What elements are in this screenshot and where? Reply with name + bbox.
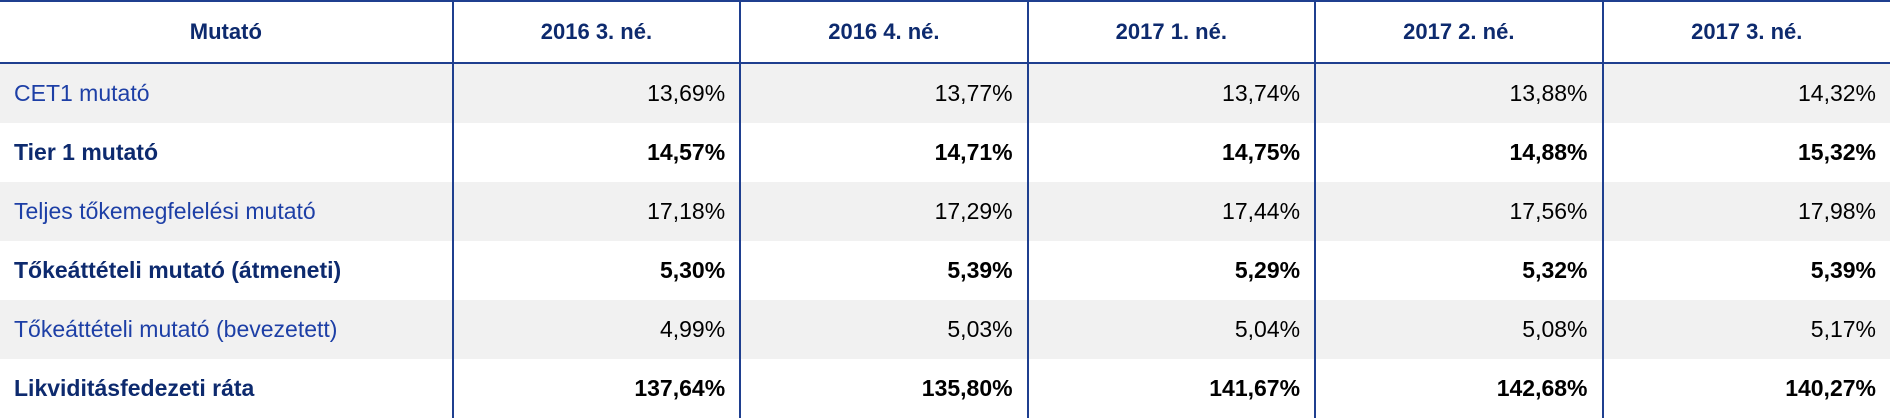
value-cell: 13,74% [1026,63,1316,123]
value-cell: 5,39% [739,241,1028,300]
row-label: Tőkeáttételi mutató (átmeneti) [14,257,342,283]
table-row: CET1 mutató 13,69% 13,77% 13,74% 13,88% 14,32… [0,63,1890,123]
value-cell: 13,77% [739,63,1028,123]
table-row: Tőkeáttételi mutató (átmeneti) 5,30% 5,39%… [0,241,1890,300]
row-label: Tier 1 mutató [14,139,158,165]
value-cell: 14,71% [739,123,1028,182]
value-cell: 5,17% [1601,300,1890,359]
header-cell: 2017 3. né. [1601,0,1890,64]
header-cell: Mutató [0,0,453,64]
value-cell: 17,44% [1026,182,1316,241]
value-cell: 5,04% [1026,300,1316,359]
value-cell: 14,88% [1314,123,1603,182]
value-cell: 5,30% [451,241,741,300]
value-cell: 17,29% [739,182,1028,241]
header-cell: 2017 1. né. [1026,0,1316,64]
row-label: Teljes tőkemegfelelési mutató [14,198,316,224]
value-cell: 14,32% [1601,63,1890,123]
value-cell: 17,56% [1314,182,1603,241]
value-cell: 5,03% [739,300,1028,359]
value-cell: 141,67% [1026,359,1316,418]
value-cell: 5,08% [1314,300,1603,359]
table-header: Mutató 2016 3. né. 2016 4. né. 2017 1. né. 2… [0,0,1890,64]
header-cell: 2016 3. né. [451,0,741,64]
value-cell: 5,29% [1026,241,1316,300]
value-cell: 5,32% [1314,241,1603,300]
value-cell: 5,39% [1601,241,1890,300]
row-label: CET1 mutató [14,80,150,106]
value-cell: 14,57% [451,123,741,182]
value-cell: 137,64% [451,359,741,418]
row-label: Likviditásfedezeti ráta [14,375,255,401]
value-cell: 17,98% [1601,182,1890,241]
value-cell: 15,32% [1601,123,1890,182]
row-label: Tőkeáttételi mutató (bevezetett) [14,316,338,342]
header-row: Mutató 2016 3. né. 2016 4. né. 2017 1. né. 2… [0,0,1890,64]
table-row: Tőkeáttételi mutató (bevezetett) 4,99% 5,0… [0,300,1890,359]
header-cell: 2016 4. né. [739,0,1028,64]
header-cell: 2017 2. né. [1314,0,1603,64]
value-cell: 140,27% [1601,359,1890,418]
value-cell: 13,88% [1314,63,1603,123]
value-cell: 135,80% [739,359,1028,418]
value-cell: 4,99% [451,300,741,359]
table-row: Tier 1 mutató 14,57% 14,71% 14,75% 14,88% 15,… [0,123,1890,182]
table-body: CET1 mutató 13,69% 13,77% 13,74% 13,88% 14,32… [0,63,1890,418]
table-row: Likviditásfedezeti ráta 137,64% 135,80% 141… [0,359,1890,418]
value-cell: 14,75% [1026,123,1316,182]
value-cell: 13,69% [451,63,741,123]
table-row: Teljes tőkemegfelelési mutató 17,18% 17,29… [0,182,1890,241]
value-cell: 17,18% [451,182,741,241]
value-cell: 142,68% [1314,359,1603,418]
